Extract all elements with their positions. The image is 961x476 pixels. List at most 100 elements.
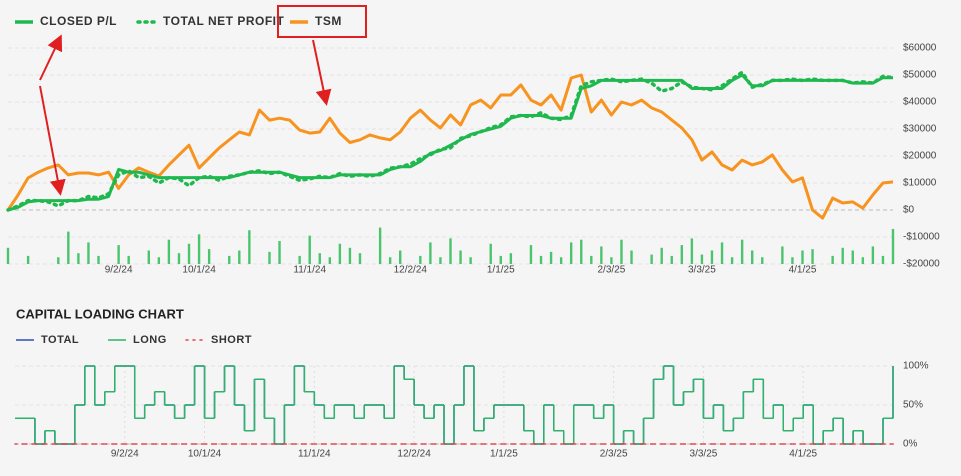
bar: [358, 253, 362, 264]
legend-label: SHORT: [211, 334, 252, 346]
bar: [459, 250, 462, 264]
series-line: [6, 73, 894, 220]
bar: [97, 255, 100, 264]
bar: [238, 250, 241, 264]
y-tick-label: 0%: [903, 439, 918, 450]
bar: [630, 250, 633, 264]
bar: [761, 257, 764, 264]
legend-label: TSM: [315, 14, 342, 28]
bar: [57, 257, 60, 264]
bar: [620, 239, 623, 264]
chart-title: CAPITAL LOADING CHART: [16, 306, 184, 321]
x-tick-label: 4/1/25: [789, 449, 817, 460]
bar: [6, 247, 10, 264]
bar: [177, 253, 181, 264]
bar: [449, 238, 452, 264]
x-tick-label: 11/1/24: [298, 449, 331, 460]
bar: [489, 243, 492, 264]
x-tick-label: 9/2/24: [111, 449, 139, 460]
annotations: [39, 5, 367, 196]
bar: [429, 242, 432, 264]
bar: [388, 257, 392, 264]
bar: [157, 257, 161, 264]
bar: [811, 249, 814, 264]
bar: [308, 235, 311, 264]
bar: [248, 230, 251, 264]
x-tick-label: 10/1/24: [188, 449, 222, 460]
bar: [891, 228, 895, 264]
bar: [690, 238, 694, 264]
y-tick-label: $40000: [903, 97, 937, 108]
x-tick-label: 4/1/25: [789, 265, 817, 276]
bar: [197, 234, 201, 264]
legend-label: TOTAL: [41, 334, 79, 346]
bar: [378, 227, 382, 264]
bar: [751, 250, 754, 264]
bar: [559, 257, 563, 264]
bar: [861, 257, 865, 264]
bar: [348, 247, 352, 264]
bar: [318, 253, 321, 264]
x-tick-label: 11/1/24: [293, 265, 326, 276]
bar: [791, 257, 794, 264]
bar: [580, 239, 583, 264]
bar: [298, 255, 301, 264]
arrow: [312, 39, 332, 106]
highlight-box: [277, 5, 367, 38]
bar: [187, 243, 191, 264]
bar: [499, 255, 502, 264]
x-tick-label: 1/1/25: [487, 265, 515, 276]
bar: [801, 250, 804, 264]
y-tick-label: 100%: [903, 361, 929, 372]
bar: [549, 251, 553, 264]
bar: [278, 241, 281, 264]
bar: [167, 239, 171, 264]
y-tick-label: $0: [903, 205, 915, 216]
y-tick-label: $50000: [903, 70, 937, 81]
series-line: [7, 73, 893, 212]
bar: [730, 257, 734, 264]
bar: [851, 250, 854, 264]
bar: [831, 255, 834, 264]
y-tick-label: $30000: [903, 124, 937, 135]
bar: [228, 255, 231, 264]
bar: [338, 243, 342, 264]
legend-label: LONG: [133, 334, 167, 346]
bar: [87, 242, 90, 264]
y-tick-label: -$10000: [903, 232, 940, 243]
bar: [569, 242, 573, 264]
x-tick-label: 12/2/24: [397, 449, 431, 460]
bar: [26, 255, 30, 264]
x-tick-label: 2/3/25: [598, 265, 626, 276]
x-tick-label: 10/1/24: [182, 265, 216, 276]
arrow: [39, 85, 66, 196]
bar: [590, 255, 593, 264]
bar: [439, 257, 442, 264]
bar: [660, 247, 663, 264]
y-tick-label: $10000: [903, 178, 937, 189]
bar: [600, 246, 603, 264]
bar: [147, 250, 150, 264]
bar: [529, 245, 533, 264]
bar: [419, 255, 422, 264]
bar: [720, 242, 724, 264]
x-tick-label: 3/3/25: [690, 449, 718, 460]
bar: [670, 255, 673, 264]
legend-label: CLOSED P/L: [40, 14, 117, 28]
bar: [509, 253, 513, 264]
x-tick-label: 3/3/25: [688, 265, 716, 276]
bar: [328, 257, 332, 264]
bar: [740, 239, 744, 264]
bar: [268, 251, 271, 264]
bar: [67, 231, 70, 264]
bar: [127, 255, 130, 264]
bar: [77, 253, 80, 264]
arrow: [39, 34, 63, 81]
bar: [650, 254, 653, 264]
y-tick-label: -$20000: [903, 259, 940, 270]
bar: [117, 245, 120, 264]
x-tick-label: 9/2/24: [105, 265, 133, 276]
y-tick-label: 50%: [903, 400, 923, 411]
x-tick-label: 2/3/25: [600, 449, 628, 460]
